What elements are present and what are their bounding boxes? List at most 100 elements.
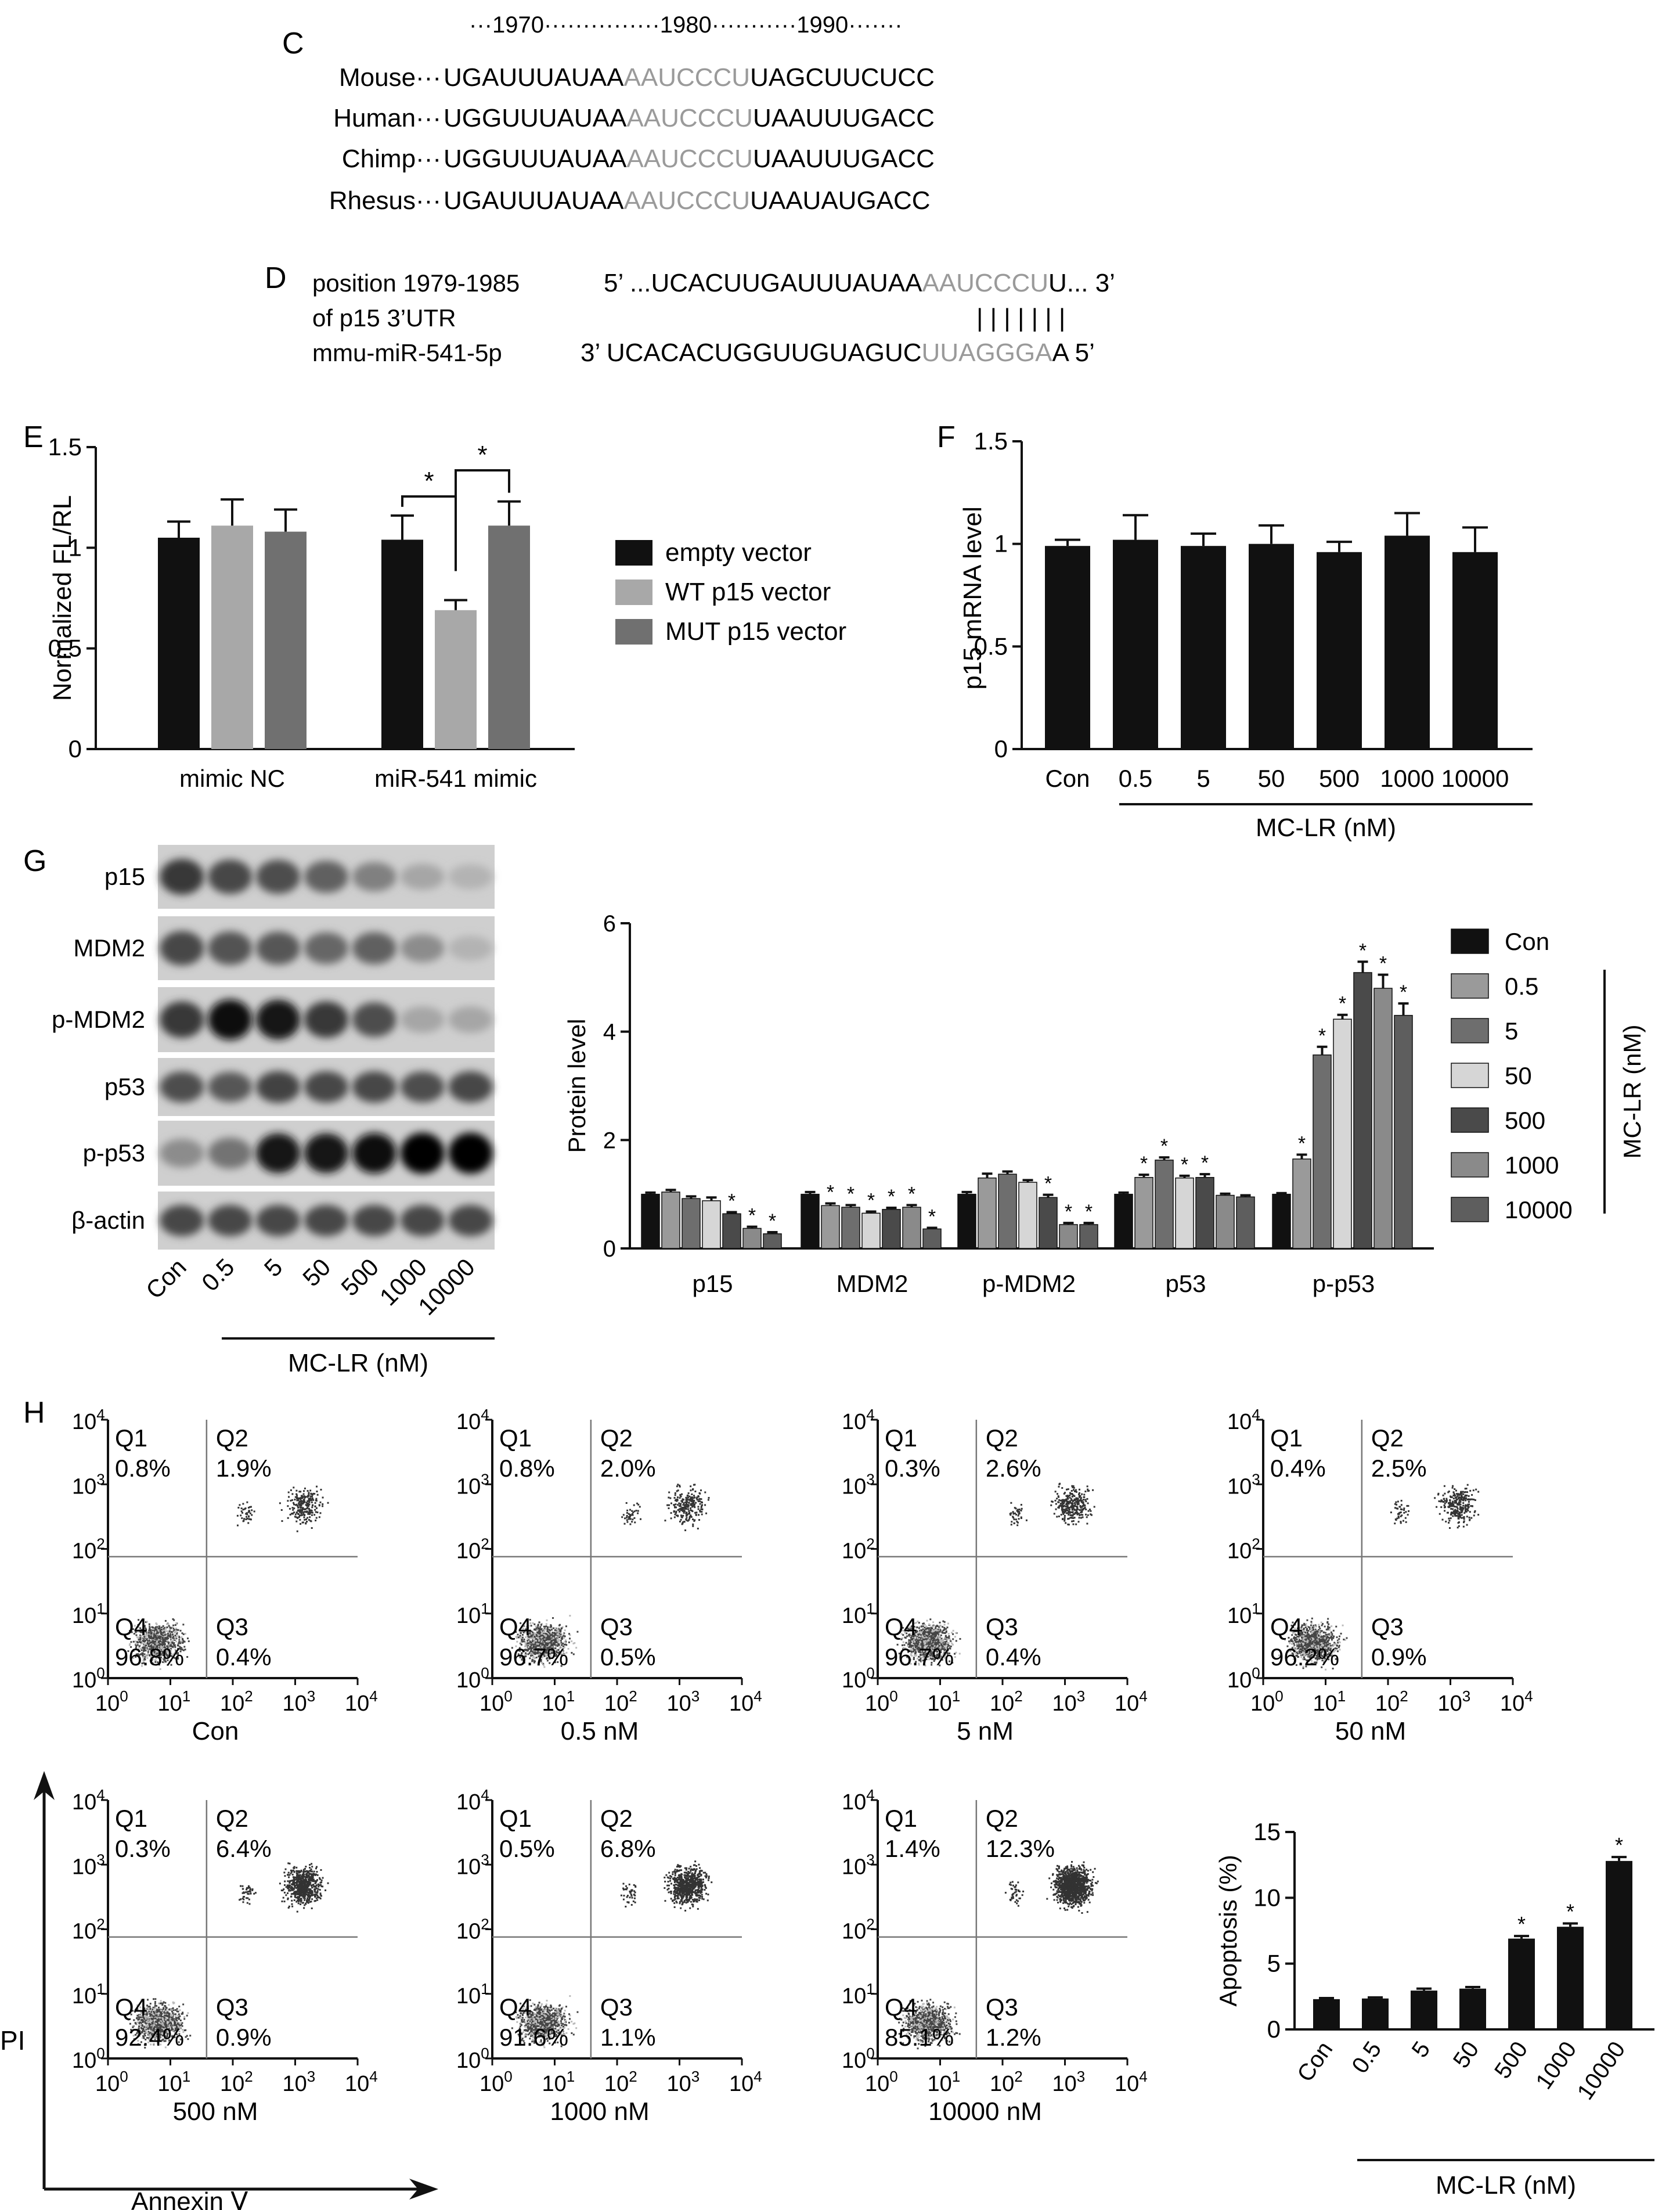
flow-event [177, 1658, 179, 1660]
flow-event [1081, 1514, 1084, 1516]
flow-event [1075, 1497, 1077, 1499]
flow-event [303, 1508, 305, 1510]
flow-event [1322, 1635, 1325, 1637]
flow-event [686, 1503, 688, 1506]
flow-event [921, 1640, 923, 1642]
flow-event [545, 1643, 547, 1645]
flow-event [521, 1640, 523, 1642]
flow-event [150, 1651, 152, 1653]
flow-event [1020, 1510, 1022, 1512]
flow-event [135, 1647, 137, 1649]
flow-event [927, 1643, 929, 1645]
flow-event [674, 1492, 676, 1495]
flow-event [679, 1503, 682, 1506]
flow-event [668, 1504, 670, 1506]
flow-event [543, 1666, 546, 1668]
flow-event [527, 1628, 529, 1630]
flow-event [160, 1656, 162, 1658]
flow-event [695, 1498, 698, 1500]
flow-event [147, 1641, 150, 1643]
flow-event [541, 1631, 543, 1633]
flow-event [293, 1486, 295, 1489]
flow-event [1326, 1636, 1328, 1638]
flow-event [896, 1633, 899, 1635]
flow-event [179, 1646, 181, 1648]
flow-event [141, 1652, 143, 1654]
flow-event [626, 1509, 629, 1511]
flow-event [1092, 1489, 1094, 1491]
flow-event [136, 1644, 139, 1646]
flow-event [154, 1636, 156, 1638]
flow-event [1079, 1488, 1081, 1491]
flow-event [937, 1632, 939, 1634]
flow-event [683, 1507, 685, 1509]
flow-event [529, 1637, 531, 1640]
flow-event [157, 1641, 159, 1643]
flow-event [138, 1650, 140, 1652]
flow-event [680, 1503, 682, 1505]
flow-event [152, 1642, 154, 1644]
flow-event [532, 1646, 535, 1648]
flow-event [626, 1514, 628, 1517]
flow-event [533, 1660, 535, 1662]
flow-event [165, 1634, 168, 1636]
flow-event [559, 1647, 561, 1649]
seq-post: UAAUUUGACC [753, 104, 935, 132]
flow-event [520, 1637, 522, 1639]
flow-event [156, 1644, 158, 1647]
flow-event [156, 1628, 158, 1630]
flow-event [560, 1665, 563, 1667]
flow-event [557, 1645, 559, 1647]
flow-event [947, 1622, 949, 1625]
flow-event [679, 1508, 681, 1510]
flow-event [143, 1635, 145, 1637]
flow-event [153, 1639, 156, 1642]
flow-event [681, 1509, 683, 1511]
flow-event [544, 1653, 546, 1655]
flow-event [899, 1630, 901, 1633]
flow-event [557, 1661, 559, 1663]
flow-event [154, 1638, 157, 1640]
blot-band [304, 861, 349, 893]
flow-event [549, 1643, 551, 1646]
flow-event [942, 1643, 944, 1646]
blot-band [400, 934, 445, 963]
ruler-dots: ··············· [544, 12, 660, 38]
flow-event [533, 1623, 536, 1625]
flow-q4-value: 96.8% [115, 1643, 184, 1671]
flow-event [303, 1514, 305, 1517]
flow-event [315, 1517, 318, 1519]
flow-event [1326, 1628, 1328, 1630]
flow-event [147, 1638, 150, 1640]
flow-event [1071, 1493, 1073, 1496]
flow-event [561, 1626, 564, 1628]
flow-event [565, 1651, 568, 1654]
flow-event [171, 1630, 173, 1633]
flow-event [1339, 1635, 1341, 1637]
flow-event [298, 1498, 300, 1500]
flow-event [528, 1652, 531, 1654]
flow-event [158, 1655, 161, 1658]
site-label-line-1: position 1979-1985 [312, 269, 520, 297]
flow-event [1018, 1510, 1020, 1513]
flow-event [556, 1638, 558, 1640]
flow-event [1067, 1488, 1069, 1491]
flow-event [296, 1530, 298, 1532]
flow-event [558, 1636, 561, 1639]
chart-g-bar [1216, 1194, 1235, 1249]
flow-event [551, 1632, 554, 1634]
flow-event [307, 1517, 309, 1519]
blot-band [160, 1205, 204, 1236]
flow-event [1083, 1499, 1085, 1501]
flow-event [553, 1632, 556, 1635]
flow-event [151, 1647, 153, 1649]
flow-event [176, 1653, 178, 1655]
flow-event [542, 1662, 545, 1665]
flow-event [152, 1634, 154, 1636]
flow-event [1088, 1509, 1091, 1511]
flow-event [142, 1646, 145, 1648]
flow-event [162, 1654, 164, 1657]
flow-event [172, 1640, 175, 1642]
flow-event [701, 1504, 704, 1506]
chart-f-bar [1249, 543, 1294, 749]
